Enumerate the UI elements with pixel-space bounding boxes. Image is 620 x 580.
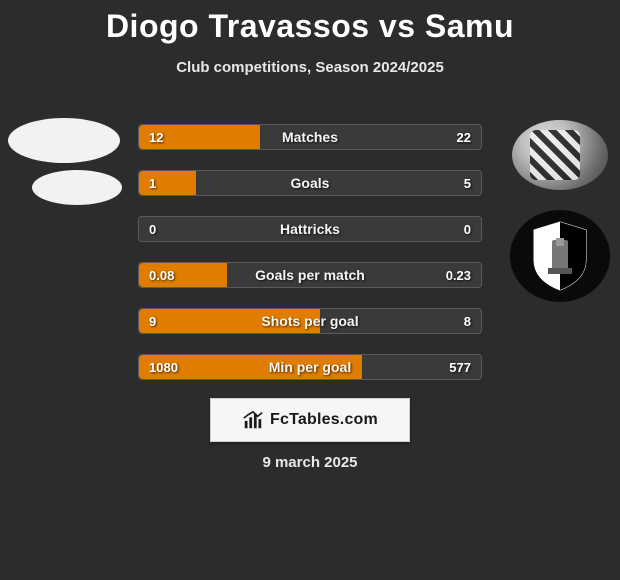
stats-bars: 1222Matches 15Goals 00Hattricks 0.080.23Goa… xyxy=(138,124,482,400)
stat-row: 15Goals xyxy=(138,170,482,196)
stat-row: 1080577Min per goal xyxy=(138,354,482,380)
chart-icon xyxy=(242,409,264,431)
stat-row: 0.080.23Goals per match xyxy=(138,262,482,288)
shield-icon xyxy=(530,220,590,292)
club-badge-right xyxy=(510,210,610,302)
player-avatar-right xyxy=(512,120,608,190)
stat-label: Matches xyxy=(139,125,481,149)
stat-label: Hattricks xyxy=(139,217,481,241)
player-avatar-left xyxy=(8,118,120,163)
stat-row: 1222Matches xyxy=(138,124,482,150)
stat-label: Min per goal xyxy=(139,355,481,379)
stat-label: Goals per match xyxy=(139,263,481,287)
source-label: FcTables.com xyxy=(270,411,378,429)
stat-label: Shots per goal xyxy=(139,309,481,333)
stat-label: Goals xyxy=(139,171,481,195)
page-subtitle: Club competitions, Season 2024/2025 xyxy=(0,59,620,76)
page-title: Diogo Travassos vs Samu xyxy=(0,0,620,45)
date-label: 9 march 2025 xyxy=(0,454,620,471)
source-badge: FcTables.com xyxy=(210,398,410,442)
stat-row: 00Hattricks xyxy=(138,216,482,242)
stat-row: 98Shots per goal xyxy=(138,308,482,334)
club-badge-left xyxy=(32,170,122,205)
